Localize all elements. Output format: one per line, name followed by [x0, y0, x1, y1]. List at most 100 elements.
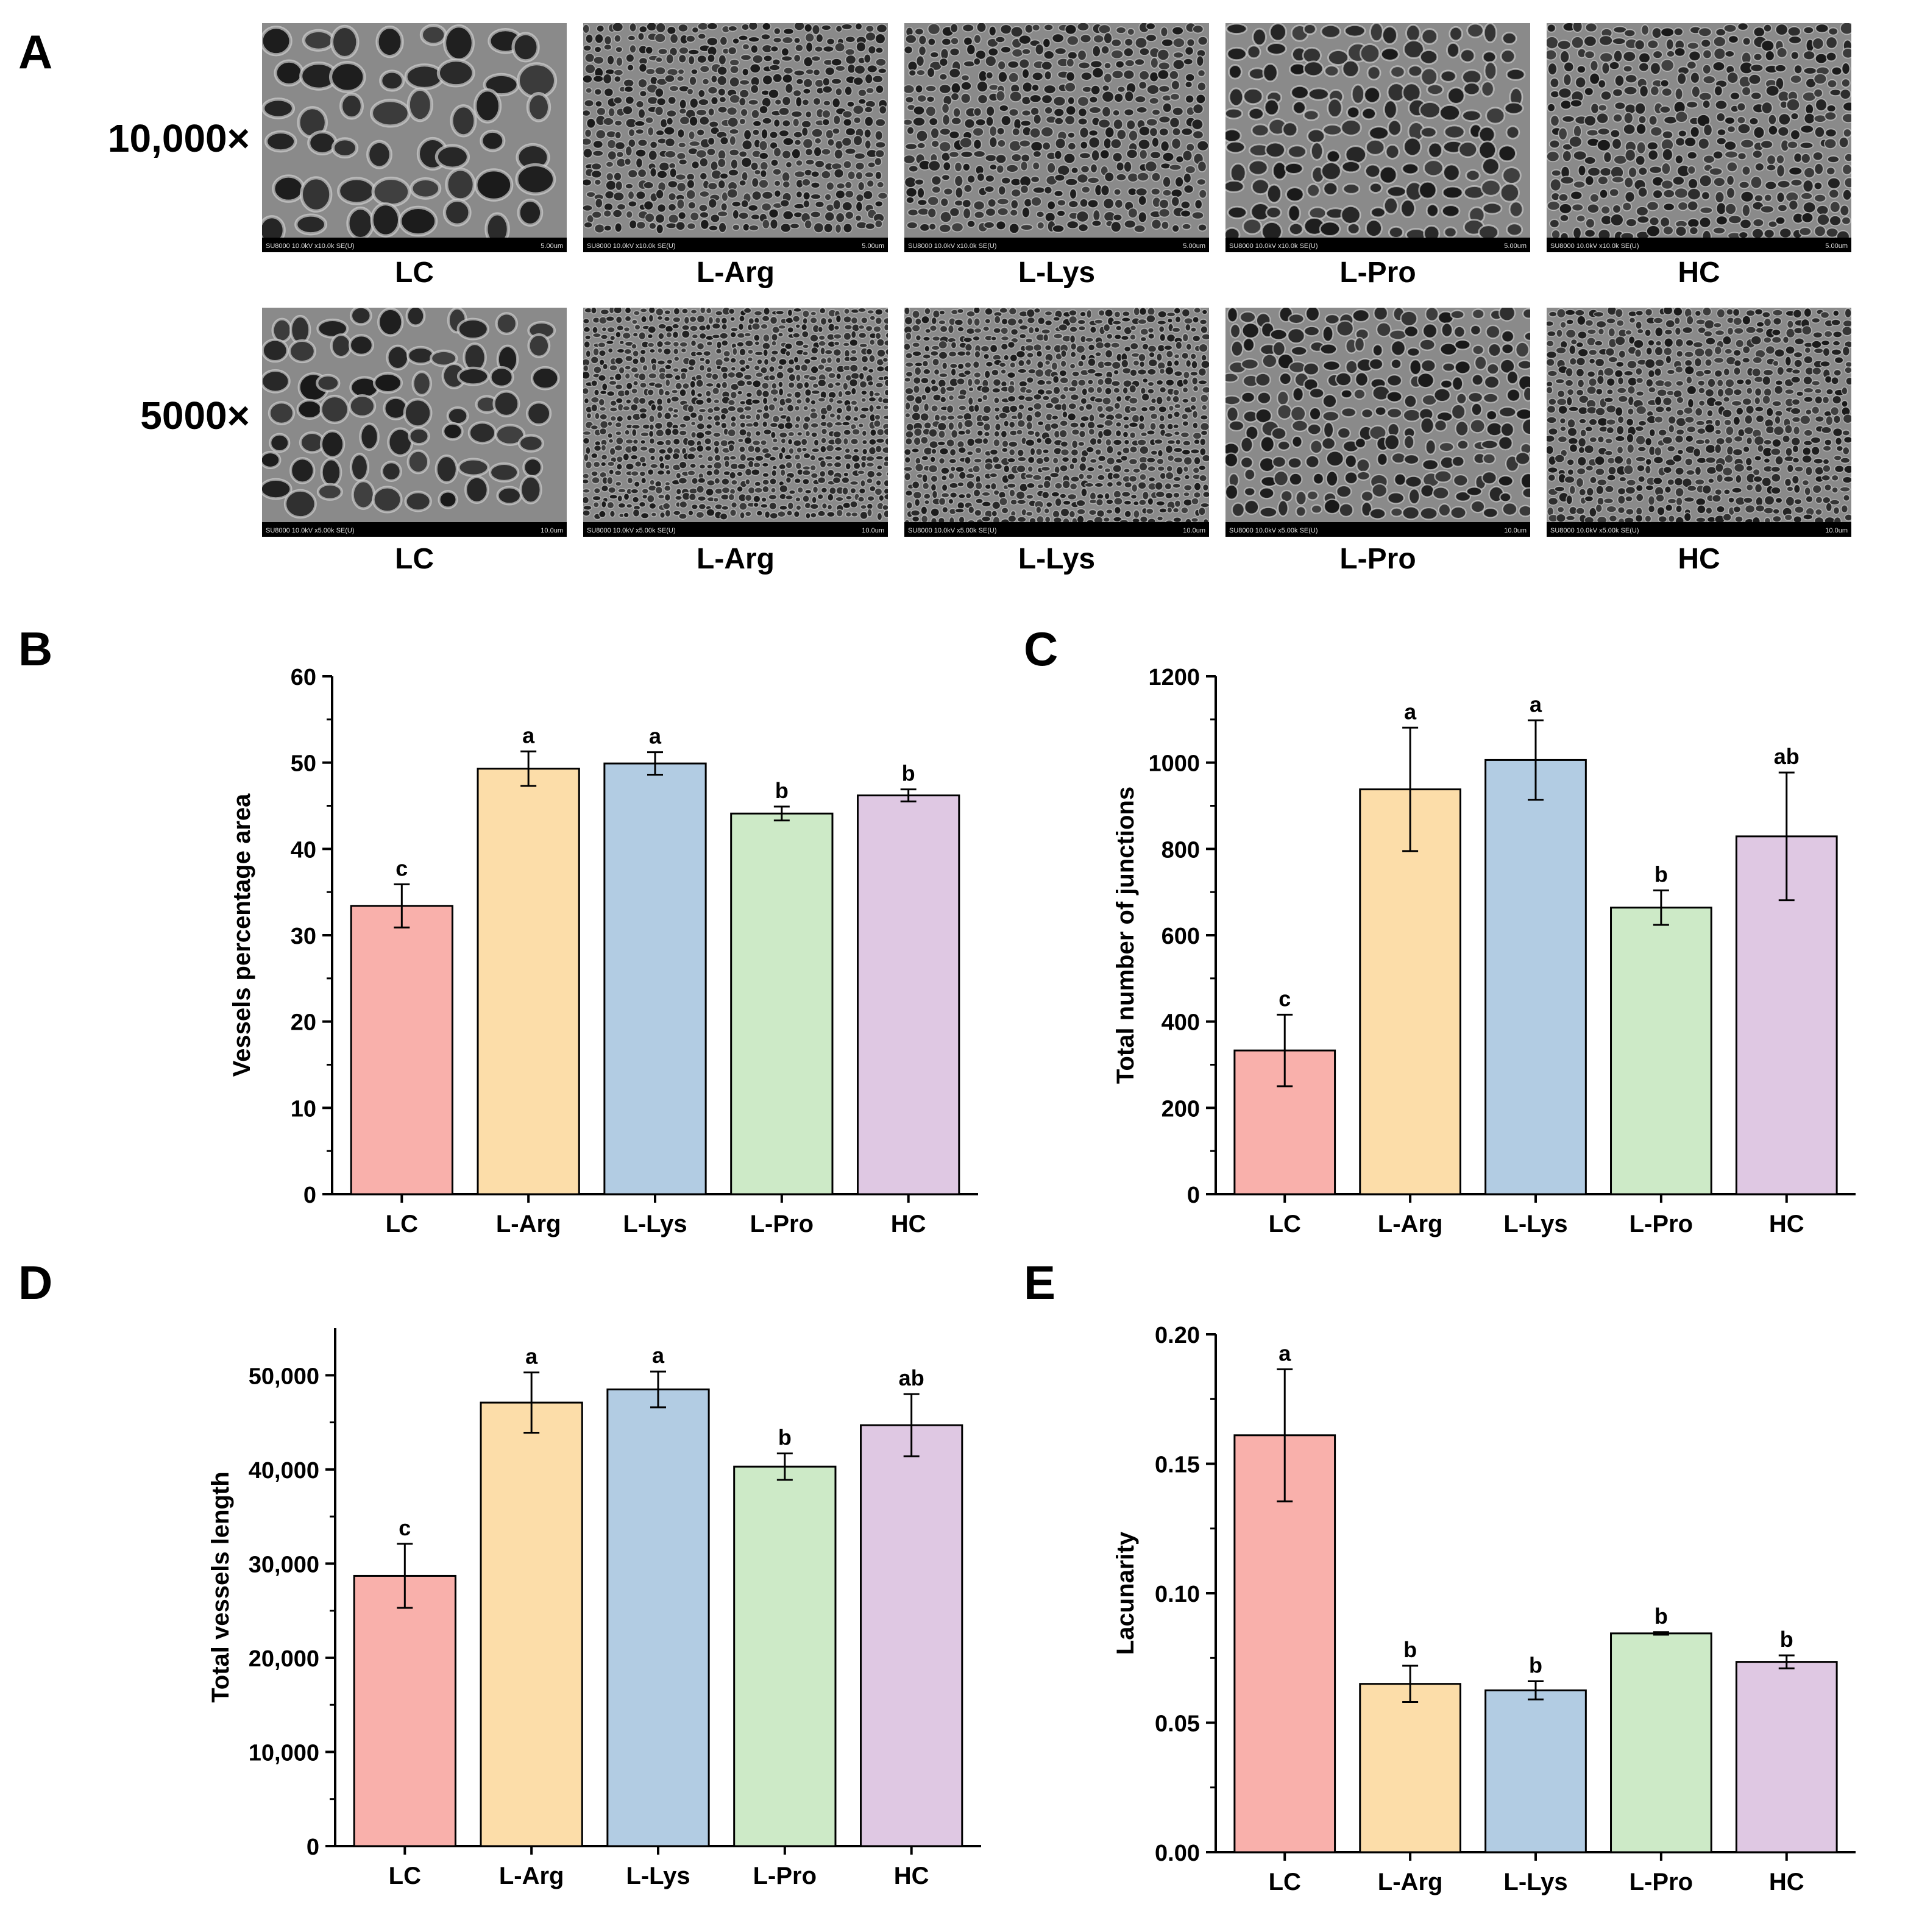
- x-tick-label: L-Pro: [1630, 1211, 1693, 1237]
- bar: [730, 812, 834, 1195]
- significance-label: b: [902, 761, 915, 786]
- significance-label: ab: [1774, 744, 1800, 769]
- x-tick-label: L-Arg: [496, 1211, 561, 1237]
- sem-info-text: SU8000 10.0kV x10.0k SE(U): [1229, 242, 1318, 250]
- y-tick-label: 0.00: [1155, 1841, 1200, 1866]
- significance-label: a: [522, 723, 535, 748]
- sem-image: SU8000 10.0kV x5.00k SE(U) 10.0um: [1547, 308, 1851, 537]
- y-tick-label: 200: [1161, 1096, 1200, 1122]
- chart-vessels-percentage-area: Vessels percentage area 0 10 20 30 40 50 60 LC c L…: [229, 665, 978, 1237]
- bar: [1233, 1434, 1336, 1853]
- sem-scale-text: 5.00um: [1504, 242, 1527, 250]
- x-tick-label: L-Pro: [1630, 1869, 1693, 1895]
- bar: [1484, 1689, 1587, 1853]
- bar: [353, 1574, 456, 1847]
- y-axis-label: Total vessels length: [207, 1471, 234, 1702]
- sem-caption: L-Pro: [1339, 257, 1416, 289]
- significance-label: a: [652, 1343, 665, 1368]
- magnification-label: 10,000×: [107, 116, 250, 160]
- sem-scale-text: 10.0um: [1504, 527, 1527, 534]
- x-tick-label: LC: [386, 1211, 418, 1237]
- chart-total-junctions: Total number of junctions 0 200 400 600 800 10…: [1112, 665, 1856, 1237]
- significance-label: b: [1654, 1604, 1668, 1629]
- sem-info-text: SU8000 10.0kV x5.00k SE(U): [266, 527, 355, 534]
- sem-info-text: SU8000 10.0kV x10.0k SE(U): [587, 242, 676, 250]
- sem-image: SU8000 10.0kV x5.00k SE(U) 10.0um: [262, 308, 567, 537]
- sem-caption: L-Arg: [697, 543, 775, 575]
- bar: [603, 762, 707, 1195]
- x-tick-label: HC: [1769, 1869, 1804, 1895]
- y-tick-label: 30,000: [249, 1552, 319, 1577]
- y-tick-label: 1200: [1148, 665, 1200, 690]
- significance-label: a: [1530, 692, 1542, 717]
- sem-caption: L-Lys: [1018, 543, 1096, 575]
- y-tick-label: 0.15: [1155, 1453, 1200, 1478]
- y-tick-label: 0: [1187, 1183, 1200, 1208]
- sem-caption: L-Arg: [697, 257, 775, 289]
- sem-scale-text: 10.0um: [1825, 527, 1848, 534]
- sem-caption: LC: [395, 543, 434, 575]
- y-tick-label: 30: [291, 924, 316, 949]
- x-tick-label: LC: [1269, 1211, 1301, 1237]
- significance-label: c: [1279, 986, 1291, 1011]
- significance-label: b: [778, 1425, 792, 1450]
- sem-image: SU8000 10.0kV x10.0k SE(U) 5.00um: [904, 23, 1209, 252]
- y-tick-label: 1000: [1148, 751, 1200, 777]
- x-tick-label: L-Arg: [1378, 1211, 1443, 1237]
- sem-image: SU8000 10.0kV x5.00k SE(U) 10.0um: [1225, 308, 1530, 537]
- significance-label: b: [775, 778, 789, 803]
- bar: [1610, 907, 1712, 1195]
- sem-scale-text: 5.00um: [1183, 242, 1205, 250]
- y-tick-label: 40: [291, 837, 316, 863]
- significance-label: b: [1780, 1627, 1793, 1652]
- y-tick-label: 60: [291, 665, 316, 690]
- significance-label: b: [1403, 1637, 1417, 1662]
- sem-info-text: SU8000 10.0kV x5.00k SE(U): [587, 527, 676, 534]
- bar: [477, 768, 580, 1195]
- bar: [606, 1388, 710, 1847]
- y-tick-label: 600: [1161, 924, 1200, 949]
- sem-scale-text: 10.0um: [862, 527, 884, 534]
- panel-label-c: C: [1024, 622, 1059, 676]
- bar: [1610, 1632, 1712, 1853]
- sem-image: SU8000 10.0kV x10.0k SE(U) 5.00um: [583, 23, 888, 252]
- panel-label-d: D: [18, 1256, 53, 1309]
- x-tick-label: L-Lys: [626, 1863, 690, 1889]
- y-tick-label: 40,000: [249, 1458, 319, 1484]
- sem-info-text: SU8000 10.0kV x10.0k SE(U): [908, 242, 997, 250]
- sem-info-text: SU8000 10.0kV x5.00k SE(U): [908, 527, 997, 534]
- significance-label: b: [1654, 862, 1668, 886]
- x-tick-label: L-Lys: [1503, 1869, 1567, 1895]
- y-axis-label: Total number of junctions: [1112, 787, 1139, 1084]
- y-axis-label: Lacunarity: [1112, 1531, 1139, 1655]
- significance-label: a: [525, 1344, 538, 1369]
- y-tick-label: 400: [1161, 1010, 1200, 1036]
- sem-scale-text: 10.0um: [1183, 527, 1205, 534]
- y-tick-label: 50: [291, 751, 316, 777]
- sem-scale-text: 5.00um: [541, 242, 563, 250]
- bar: [860, 1424, 963, 1847]
- x-tick-label: LC: [1269, 1869, 1301, 1895]
- x-tick-label: L-Pro: [750, 1211, 814, 1237]
- sem-image: SU8000 10.0kV x10.0k SE(U) 5.00um: [1547, 23, 1851, 252]
- panel-label-b: B: [18, 622, 53, 676]
- sem-caption: L-Lys: [1018, 257, 1096, 289]
- bar: [1359, 1683, 1461, 1853]
- sem-scale-text: 5.00um: [1825, 242, 1848, 250]
- sem-image: SU8000 10.0kV x10.0k SE(U) 5.00um: [262, 23, 567, 252]
- panel-label-a: A: [18, 25, 53, 79]
- sem-image: SU8000 10.0kV x5.00k SE(U) 10.0um: [583, 308, 888, 537]
- y-axis-label: Vessels percentage area: [229, 793, 255, 1077]
- y-tick-label: 800: [1161, 837, 1200, 863]
- significance-label: c: [395, 855, 408, 880]
- sem-image: SU8000 10.0kV x10.0k SE(U) 5.00um: [1225, 23, 1530, 252]
- y-tick-label: 10: [291, 1096, 316, 1122]
- significance-label: ab: [899, 1365, 924, 1390]
- sem-scale-text: 10.0um: [541, 527, 563, 534]
- bar: [1359, 788, 1461, 1195]
- y-tick-label: 20,000: [249, 1646, 319, 1672]
- sem-caption: LC: [395, 257, 434, 289]
- sem-info-text: SU8000 10.0kV x5.00k SE(U): [1229, 527, 1318, 534]
- bar: [480, 1401, 583, 1847]
- significance-label: a: [1279, 1340, 1291, 1365]
